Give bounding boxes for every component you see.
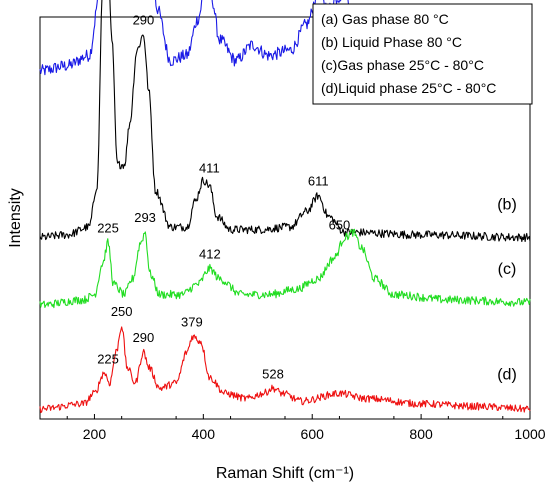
x-axis-ticks: 200 400 600 800 1000 [66,414,546,442]
series-line-b [39,0,531,243]
series-line-d [39,326,531,414]
peak-label: 225 [97,220,119,235]
legend-entry-d: (d)Liquid phase 25°C - 80°C [321,80,496,96]
x-tick-label: 200 [83,426,107,442]
legend-entry-a: (a) Gas phase 80 °C [321,11,449,27]
legend-frame [312,3,533,105]
series-line-c [39,228,531,309]
peak-label: 650 [329,217,351,232]
x-tick-label: 600 [301,426,325,442]
series-label: (b) [497,196,517,213]
x-tick-label: 800 [409,426,433,442]
peak-label: 412 [199,246,221,261]
x-tick-label: 1000 [514,426,545,442]
peak-label: 528 [262,367,284,382]
legend-box: (a) Gas phase 80 °C (b) Liquid Phase 80 … [312,3,533,105]
peak-labels: 2252934156112252904116112252934126502252… [97,12,351,382]
peak-label: 411 [199,160,220,175]
peak-label: 290 [133,12,155,27]
peak-label: 293 [134,210,156,225]
peak-label: 379 [181,315,203,330]
peak-label: 250 [111,304,133,319]
legend-entry-c: (c)Gas phase 25°C - 80°C [321,57,484,73]
series-label: (d) [497,366,517,383]
peak-label: 611 [308,174,329,189]
legend-entry-b: (b) Liquid Phase 80 °C [321,34,462,50]
x-axis-label: Raman Shift (cm⁻¹) [216,465,354,482]
x-tick-label: 400 [192,426,216,442]
y-axis-label: Intensity [7,188,24,248]
peak-label: 290 [133,330,155,345]
peak-label: 225 [97,351,119,366]
series-label: (c) [498,261,517,278]
